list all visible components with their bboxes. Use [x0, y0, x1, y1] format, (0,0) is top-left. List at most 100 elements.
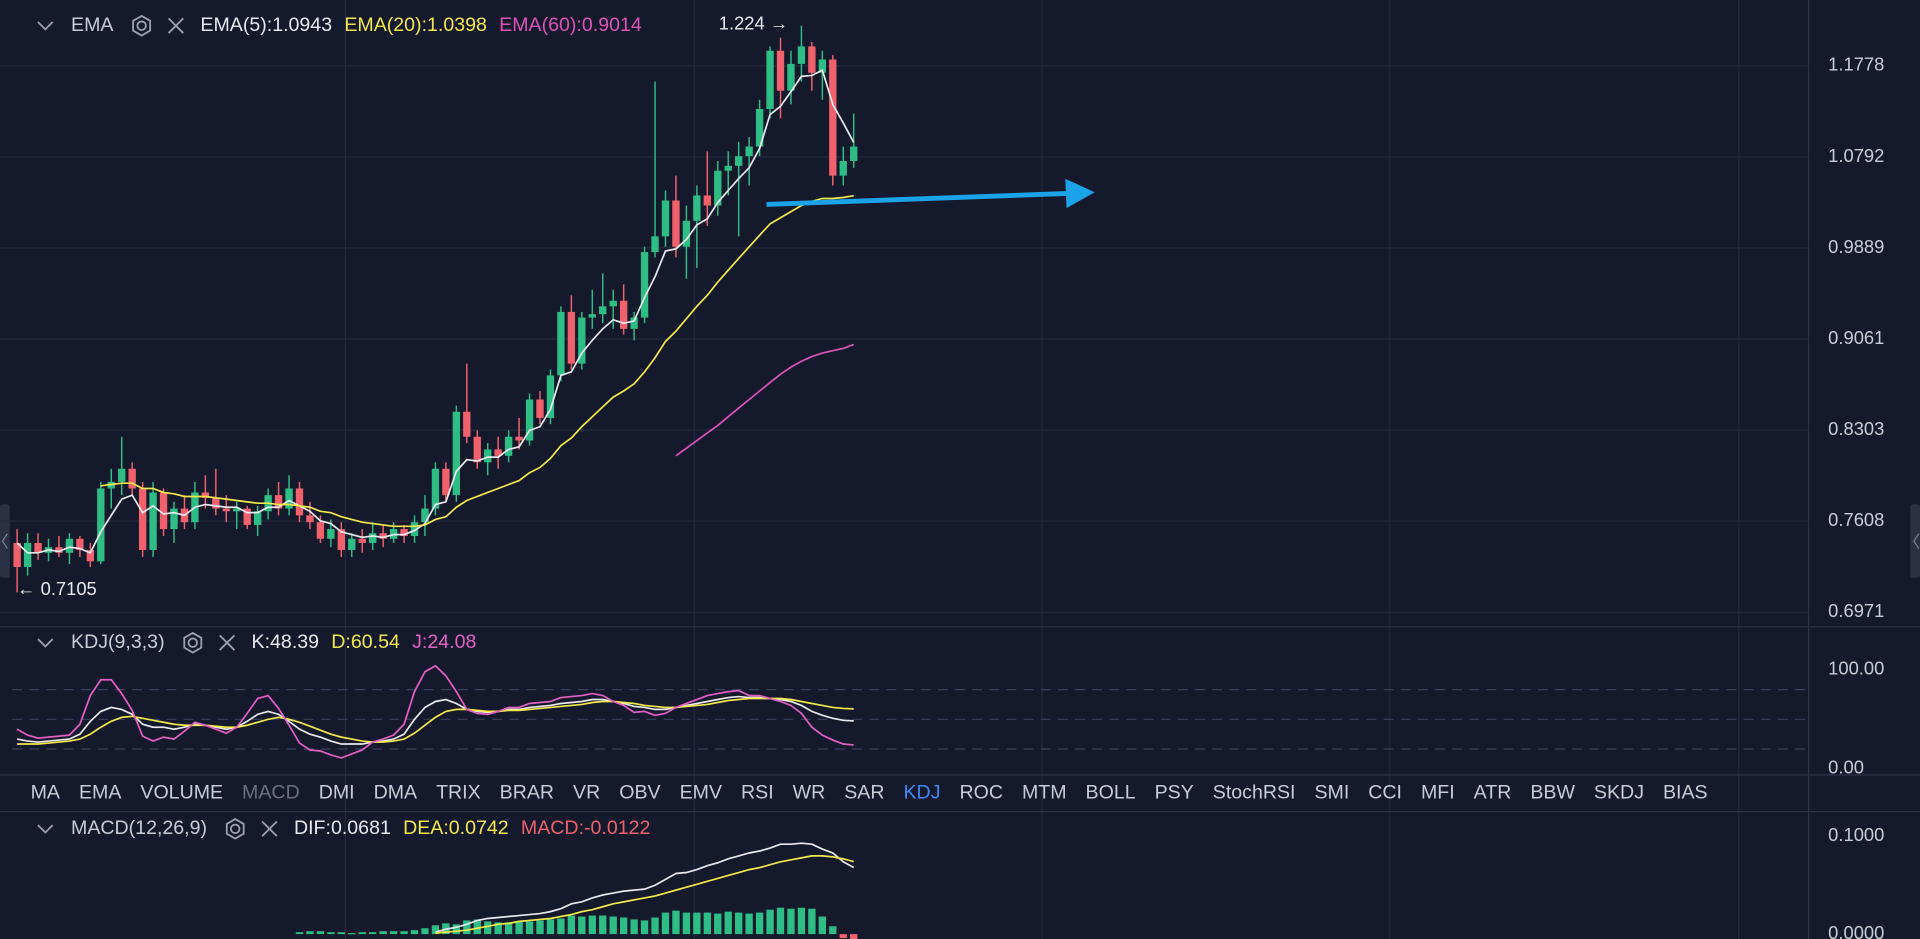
indicator-tab[interactable]: TRIX	[436, 781, 481, 803]
settings-icon[interactable]	[187, 637, 198, 648]
legend-value: J:24.08	[412, 631, 476, 653]
indicator-tab[interactable]: DMI	[319, 781, 355, 803]
collapse-chevron[interactable]	[37, 638, 54, 648]
indicator-tab[interactable]: StochRSI	[1213, 781, 1296, 803]
macd-bar	[745, 913, 753, 935]
legend-value: DEA:0.0742	[403, 817, 509, 839]
indicator-tab[interactable]: MA	[31, 781, 61, 803]
close-icon[interactable]	[261, 820, 278, 837]
candle-body	[808, 46, 816, 73]
candle-body	[76, 538, 84, 550]
indicator-tab[interactable]: WR	[793, 781, 826, 803]
y-tick-label: 0.6971	[1828, 600, 1884, 621]
candle-body	[766, 50, 774, 110]
candle-body	[536, 399, 544, 418]
candle-body	[797, 46, 806, 64]
indicator-tab[interactable]: SKDJ	[1594, 781, 1644, 803]
macd-bar	[724, 911, 732, 935]
macd-bar	[337, 932, 345, 935]
candle-body	[212, 497, 220, 509]
candle-body	[473, 436, 481, 463]
indicator-tab[interactable]: SAR	[844, 781, 884, 803]
candle-body	[369, 533, 377, 543]
candle-body	[463, 411, 471, 437]
indicator-tab[interactable]: VOLUME	[140, 781, 223, 803]
indicator-tab[interactable]: MACD	[242, 781, 300, 803]
legend-value: EMA(20):1.0398	[344, 14, 487, 36]
indicator-tab[interactable]: OBV	[619, 781, 660, 803]
indicator-tab[interactable]: SMI	[1314, 781, 1349, 803]
y-tick-label: 1.0792	[1828, 145, 1884, 166]
candle-body	[651, 236, 659, 253]
indicator-tab[interactable]: PSY	[1155, 781, 1194, 803]
candle-body	[379, 533, 387, 539]
candle-body	[295, 488, 304, 516]
indicator-tab[interactable]: ROC	[959, 781, 1003, 803]
macd-bar	[452, 924, 461, 935]
indicator-tab[interactable]: EMV	[680, 781, 722, 803]
macd-bar	[630, 919, 638, 935]
candle-body	[431, 468, 440, 509]
candle-body	[97, 488, 105, 562]
macd-bar	[640, 920, 649, 935]
indicator-tab[interactable]: KDJ	[903, 781, 940, 803]
indicator-tab[interactable]: VR	[573, 781, 600, 803]
macd-bar	[379, 931, 387, 935]
candle-body	[829, 59, 837, 176]
settings-icon[interactable]	[230, 823, 241, 835]
y-tick-label: 0.9889	[1828, 236, 1884, 257]
indicator-tab[interactable]: MTM	[1022, 781, 1067, 803]
macd-bar	[525, 921, 534, 935]
indicator-tab[interactable]: MFI	[1421, 781, 1455, 803]
legend-value: EMA(60):0.9014	[499, 14, 642, 36]
macd-bar	[567, 915, 576, 935]
indicator-tab[interactable]: BRAR	[500, 781, 554, 803]
macd-bar	[714, 913, 722, 935]
indicator-tab[interactable]: CCI	[1368, 781, 1402, 803]
macd-bar	[682, 912, 691, 935]
indicator-tab[interactable]: EMA	[79, 781, 122, 803]
candle-body	[703, 195, 711, 206]
collapse-chevron[interactable]	[37, 824, 54, 834]
indicator-line	[16, 68, 855, 554]
candle-body	[609, 300, 617, 307]
candle-body	[724, 165, 732, 171]
macd-bar	[306, 931, 314, 935]
candle-body	[358, 538, 366, 543]
right-handle[interactable]	[1910, 504, 1920, 578]
settings-icon[interactable]	[136, 20, 147, 31]
candle-body	[525, 399, 534, 441]
candle-body	[850, 146, 858, 161]
candle-body	[201, 492, 210, 498]
indicator-tab[interactable]: BIAS	[1663, 781, 1708, 803]
left-handle[interactable]	[0, 504, 10, 578]
indicator-tab[interactable]: ATR	[1474, 781, 1512, 803]
candle-body	[578, 317, 586, 364]
settings-icon-outline	[132, 14, 152, 37]
candle-body	[557, 311, 565, 376]
indicator-tab[interactable]: BOLL	[1086, 781, 1136, 803]
macd-bar	[536, 920, 544, 935]
close-icon[interactable]	[167, 17, 184, 34]
macd-bar	[494, 922, 502, 935]
y-tick-label: 0.00	[1828, 757, 1864, 778]
y-tick-label: 0.9061	[1828, 327, 1884, 348]
indicator-tab[interactable]: DMA	[374, 781, 418, 803]
macd-bar	[619, 917, 628, 935]
candle-body	[253, 511, 262, 525]
macd-bar	[389, 931, 398, 935]
candle-body	[34, 542, 42, 553]
candle-body	[839, 160, 847, 176]
collapse-chevron[interactable]	[37, 21, 54, 31]
indicator-line	[100, 194, 854, 528]
y-axis: 0.1000 0.0000	[1828, 824, 1884, 939]
y-axis: 1.1778 1.0792 0.9889 0.9061 0.8303 0.7608 0.69…	[1828, 54, 1884, 621]
indicator-tab[interactable]: RSI	[741, 781, 774, 803]
macd-bar	[410, 930, 419, 935]
candle-body	[672, 200, 680, 247]
close-icon[interactable]	[219, 634, 236, 651]
indicator-tab[interactable]: BBW	[1530, 781, 1575, 803]
macd-bar	[546, 919, 555, 935]
macd-bar	[661, 912, 670, 935]
